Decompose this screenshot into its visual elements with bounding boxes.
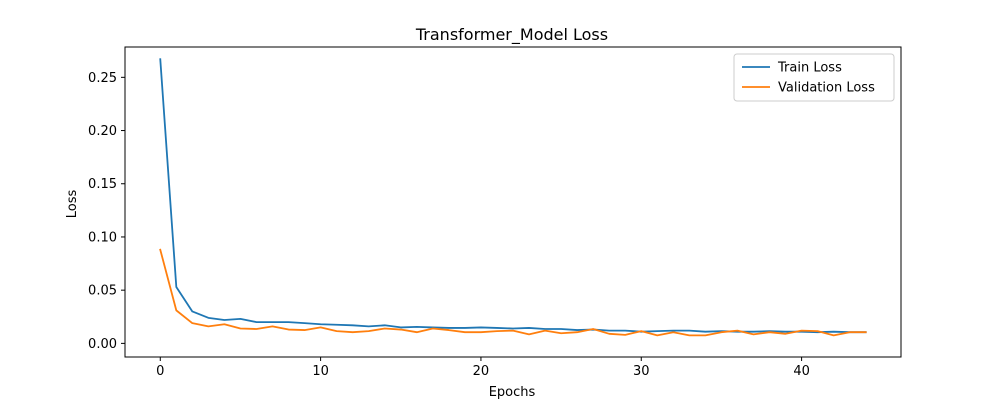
x-tick-label: 30 <box>633 364 650 379</box>
x-axis-label: Epochs <box>489 385 536 400</box>
legend: Train Loss Validation Loss <box>733 53 895 102</box>
y-tick-label: 0.15 <box>88 177 117 192</box>
legend-label: Validation Loss <box>778 81 875 96</box>
y-tick-label: 0.25 <box>88 71 117 86</box>
y-tick-label: 0.10 <box>88 230 117 245</box>
y-tick-label: 0.00 <box>88 337 117 352</box>
x-tick-label: 20 <box>473 364 490 379</box>
y-tick-label: 0.05 <box>88 284 117 299</box>
x-tick-label: 10 <box>312 364 329 379</box>
plot-area: 0 10 20 30 40 0.00 0.05 0.10 0.15 0.20 0.25 <box>88 58 867 379</box>
series-line-train-loss <box>159 58 867 334</box>
y-tick-label: 0.20 <box>88 124 117 139</box>
y-axis-label: Loss <box>65 190 80 219</box>
chart-title: Transformer_Model Loss <box>415 25 608 45</box>
x-tick-label: 0 <box>156 364 164 379</box>
legend-box <box>733 53 895 102</box>
legend-label: Train Loss <box>777 61 842 76</box>
plot-frame <box>124 46 902 358</box>
x-tick-label: 40 <box>793 364 810 379</box>
series-line-validation-loss <box>159 248 867 337</box>
